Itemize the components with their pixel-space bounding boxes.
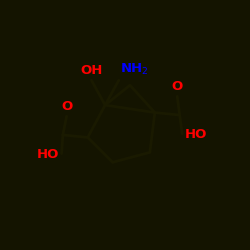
Text: O: O — [61, 100, 72, 113]
Text: OH: OH — [80, 64, 103, 76]
Text: HO: HO — [185, 128, 207, 141]
Text: HO: HO — [37, 148, 59, 161]
Text: O: O — [172, 80, 183, 94]
Text: NH$_2$: NH$_2$ — [120, 62, 149, 76]
